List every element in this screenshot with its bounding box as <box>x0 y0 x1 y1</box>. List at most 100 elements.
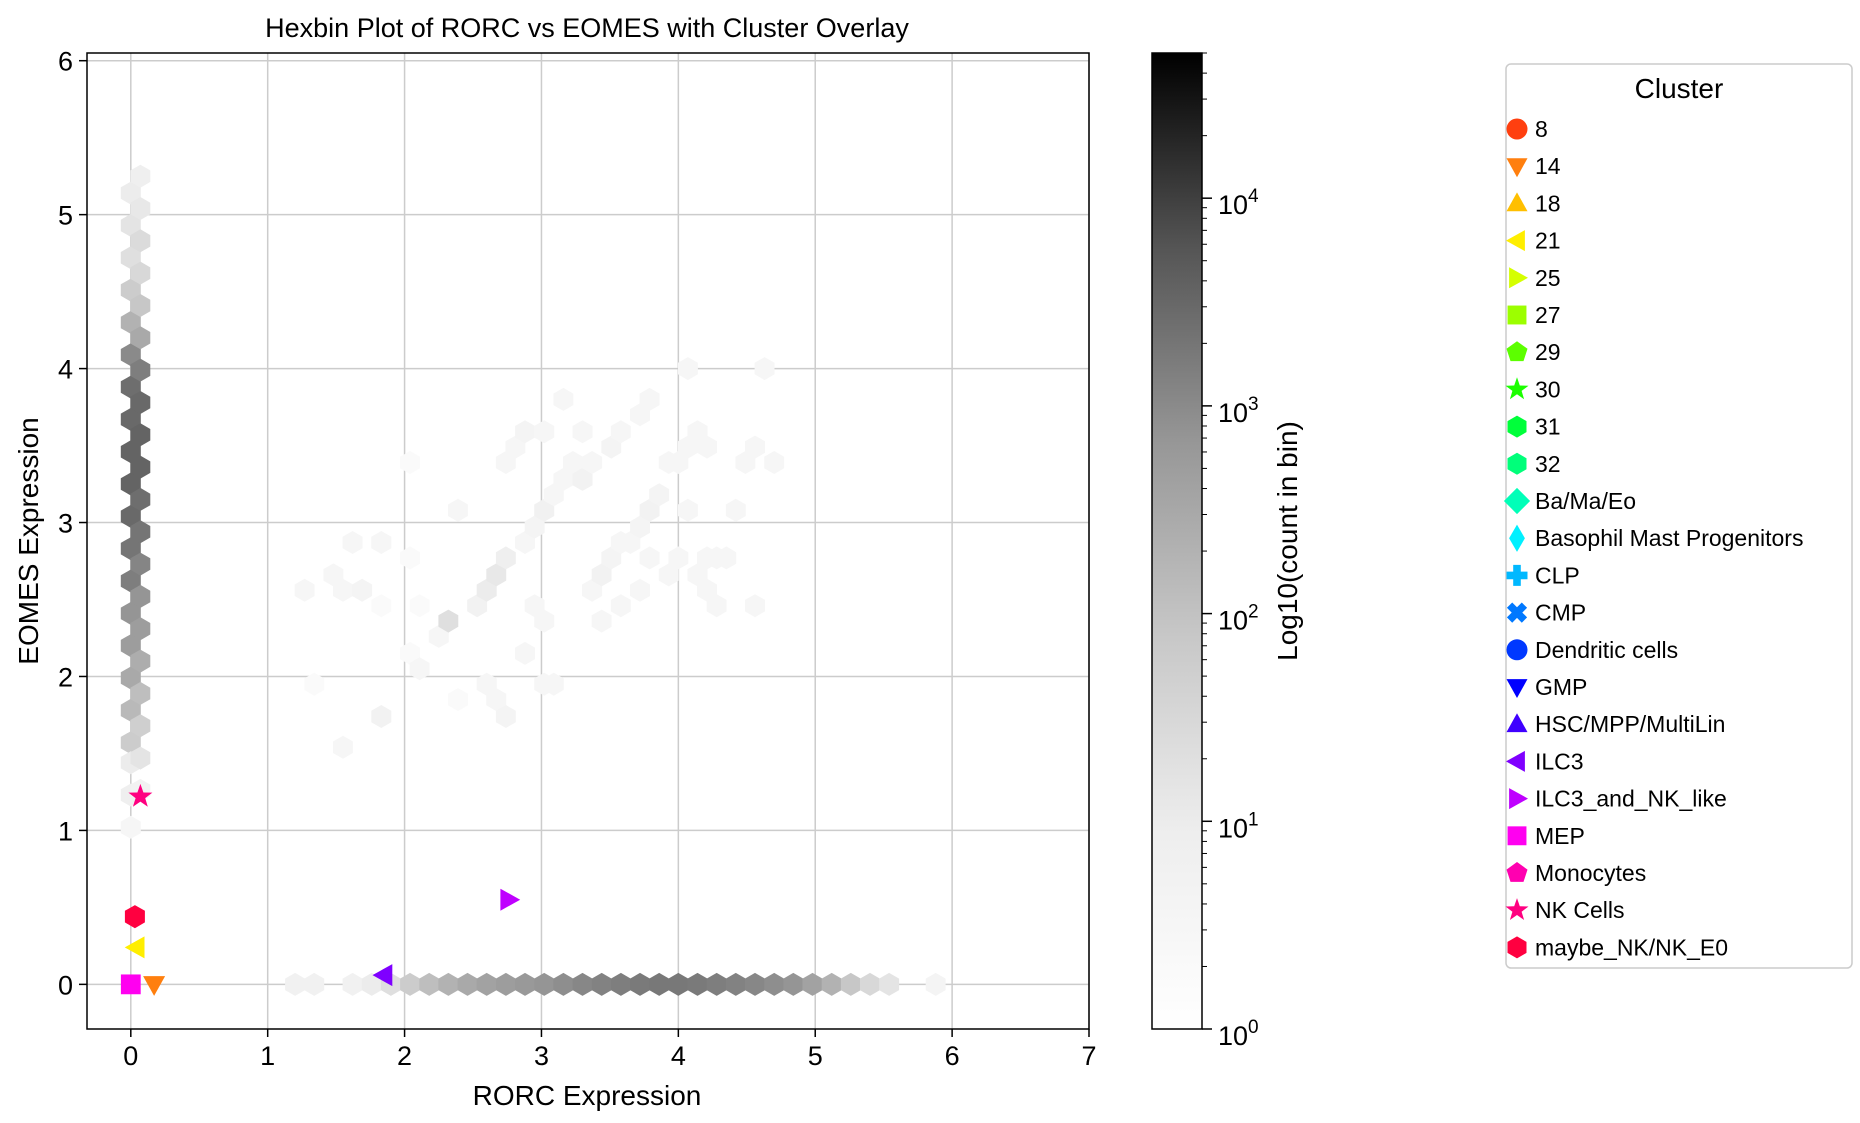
hexbin-cell <box>534 498 555 522</box>
hexbin-cell <box>400 972 420 996</box>
y-tick-label: 1 <box>58 816 73 846</box>
hexbin-cell <box>333 578 353 602</box>
cluster-markers <box>120 783 521 996</box>
cluster-marker <box>143 976 166 996</box>
hexbin-cell <box>515 972 535 996</box>
hexbin-cell <box>323 563 344 587</box>
hexbin-cell <box>658 563 679 587</box>
colorbar-label: Log10(count in bin) <box>1272 421 1303 661</box>
hexbin-cell <box>120 278 141 302</box>
hexbin-cell <box>725 972 746 996</box>
hexbin-cell <box>553 387 574 411</box>
legend-items: 8 14 18 21 25 27 29 30 31 32 Ba/Ma/Eo Basophil Mast… <box>1503 116 1803 960</box>
hexbin-cell <box>120 698 141 722</box>
x-tick-label: 4 <box>671 1041 686 1071</box>
hexbin-cell <box>120 246 141 270</box>
hexbin-cell <box>591 563 612 587</box>
hexbin-cell <box>467 594 488 618</box>
legend-label: 31 <box>1535 414 1561 440</box>
hexbin-cell <box>120 181 141 205</box>
hexbin-cell <box>687 972 708 996</box>
hexbin-cell <box>409 657 430 681</box>
hexbin-cell <box>342 972 363 996</box>
y-tick-label: 5 <box>58 201 73 231</box>
legend-marker <box>1506 118 1528 140</box>
hexbin-cell <box>409 594 430 618</box>
legend-marker <box>1503 487 1531 515</box>
legend-marker <box>1507 452 1527 475</box>
hexbin-cell <box>582 578 603 602</box>
hexbin-cell <box>120 213 141 237</box>
hexbin-cell <box>495 546 516 570</box>
hexbin-cell <box>120 634 141 658</box>
colorbar-ticks: 100 101 102 103 104 <box>1202 52 1259 1051</box>
hexbin-cell <box>120 601 141 625</box>
hexbin-cell <box>495 451 516 474</box>
hexbin-cell <box>371 531 392 554</box>
hexbin-cell <box>678 435 698 459</box>
legend-label: NK Cells <box>1535 897 1624 923</box>
hexbin-cell <box>476 672 497 696</box>
hexbin-cell <box>678 357 698 381</box>
x-tick-label: 7 <box>1081 1041 1096 1071</box>
hexbin-cell <box>783 972 804 996</box>
legend-label: Basophil Mast Progenitors <box>1535 525 1803 551</box>
hexbin-cell <box>438 972 459 996</box>
hexbin-cell <box>630 578 650 602</box>
hexbin-cell <box>130 294 151 317</box>
cluster-marker <box>120 974 141 995</box>
legend-marker <box>1505 377 1529 400</box>
hexbin-cell <box>706 972 727 996</box>
legend-label: 32 <box>1535 451 1561 477</box>
hexbin-cell <box>120 537 141 561</box>
hexbin-cell <box>130 391 151 414</box>
grid-lines <box>87 53 1090 1029</box>
hexbin-cell <box>553 467 574 491</box>
chart-title: Hexbin Plot of RORC vs EOMES with Cluste… <box>265 13 909 43</box>
hexbin-cell <box>706 594 727 618</box>
x-axis-ticks: 0 1 2 3 4 5 6 7 <box>123 1029 1097 1071</box>
hexbin-cell <box>304 972 325 996</box>
hexbin-cell <box>130 229 151 253</box>
hexbin-cell <box>486 563 507 587</box>
hexbin-cell <box>745 435 765 459</box>
colorbar-tick-label: 103 <box>1218 394 1259 428</box>
hexbin-cell <box>725 498 746 522</box>
hexbin-cell <box>130 552 151 576</box>
legend-label: 21 <box>1535 228 1561 254</box>
hexbin-cell <box>285 972 305 996</box>
hexbin-cell <box>678 498 698 522</box>
hexbin-cell <box>120 375 141 399</box>
hexbin-cell <box>130 520 151 544</box>
hexbin-cell <box>668 451 689 474</box>
hexbin-cell <box>130 197 151 220</box>
hexbin-cell <box>400 451 420 474</box>
hexbin-cell <box>515 420 535 444</box>
hexbin-cell <box>428 624 449 648</box>
legend-marker <box>1507 936 1527 959</box>
hexbin-cell <box>668 546 689 570</box>
legend-marker <box>1506 341 1528 362</box>
hexbin-cell <box>400 546 420 570</box>
hexbin-cell <box>457 972 478 996</box>
hexbin-cell <box>610 420 631 444</box>
hexbin-cell <box>879 972 900 996</box>
hexbin-cell <box>745 594 765 618</box>
colorbar-tick-label: 101 <box>1218 809 1259 843</box>
legend-title: Cluster <box>1635 73 1724 104</box>
legend-marker <box>1505 898 1529 920</box>
legend-marker <box>1506 564 1528 586</box>
legend-label: 8 <box>1535 116 1548 142</box>
hexbin-cell <box>476 972 497 996</box>
hexbin-cell <box>639 498 660 522</box>
hexbin-cell <box>130 681 151 705</box>
hexbin-cell <box>120 731 141 755</box>
y-tick-label: 0 <box>58 970 73 1000</box>
legend-label: ILC3 <box>1535 748 1584 774</box>
y-tick-label: 2 <box>58 662 73 692</box>
hexbin-cell <box>486 688 507 712</box>
y-tick-label: 6 <box>58 47 73 77</box>
cluster-marker <box>500 888 521 911</box>
hexbin-cell <box>448 498 468 522</box>
hexbin-cell <box>515 641 535 665</box>
